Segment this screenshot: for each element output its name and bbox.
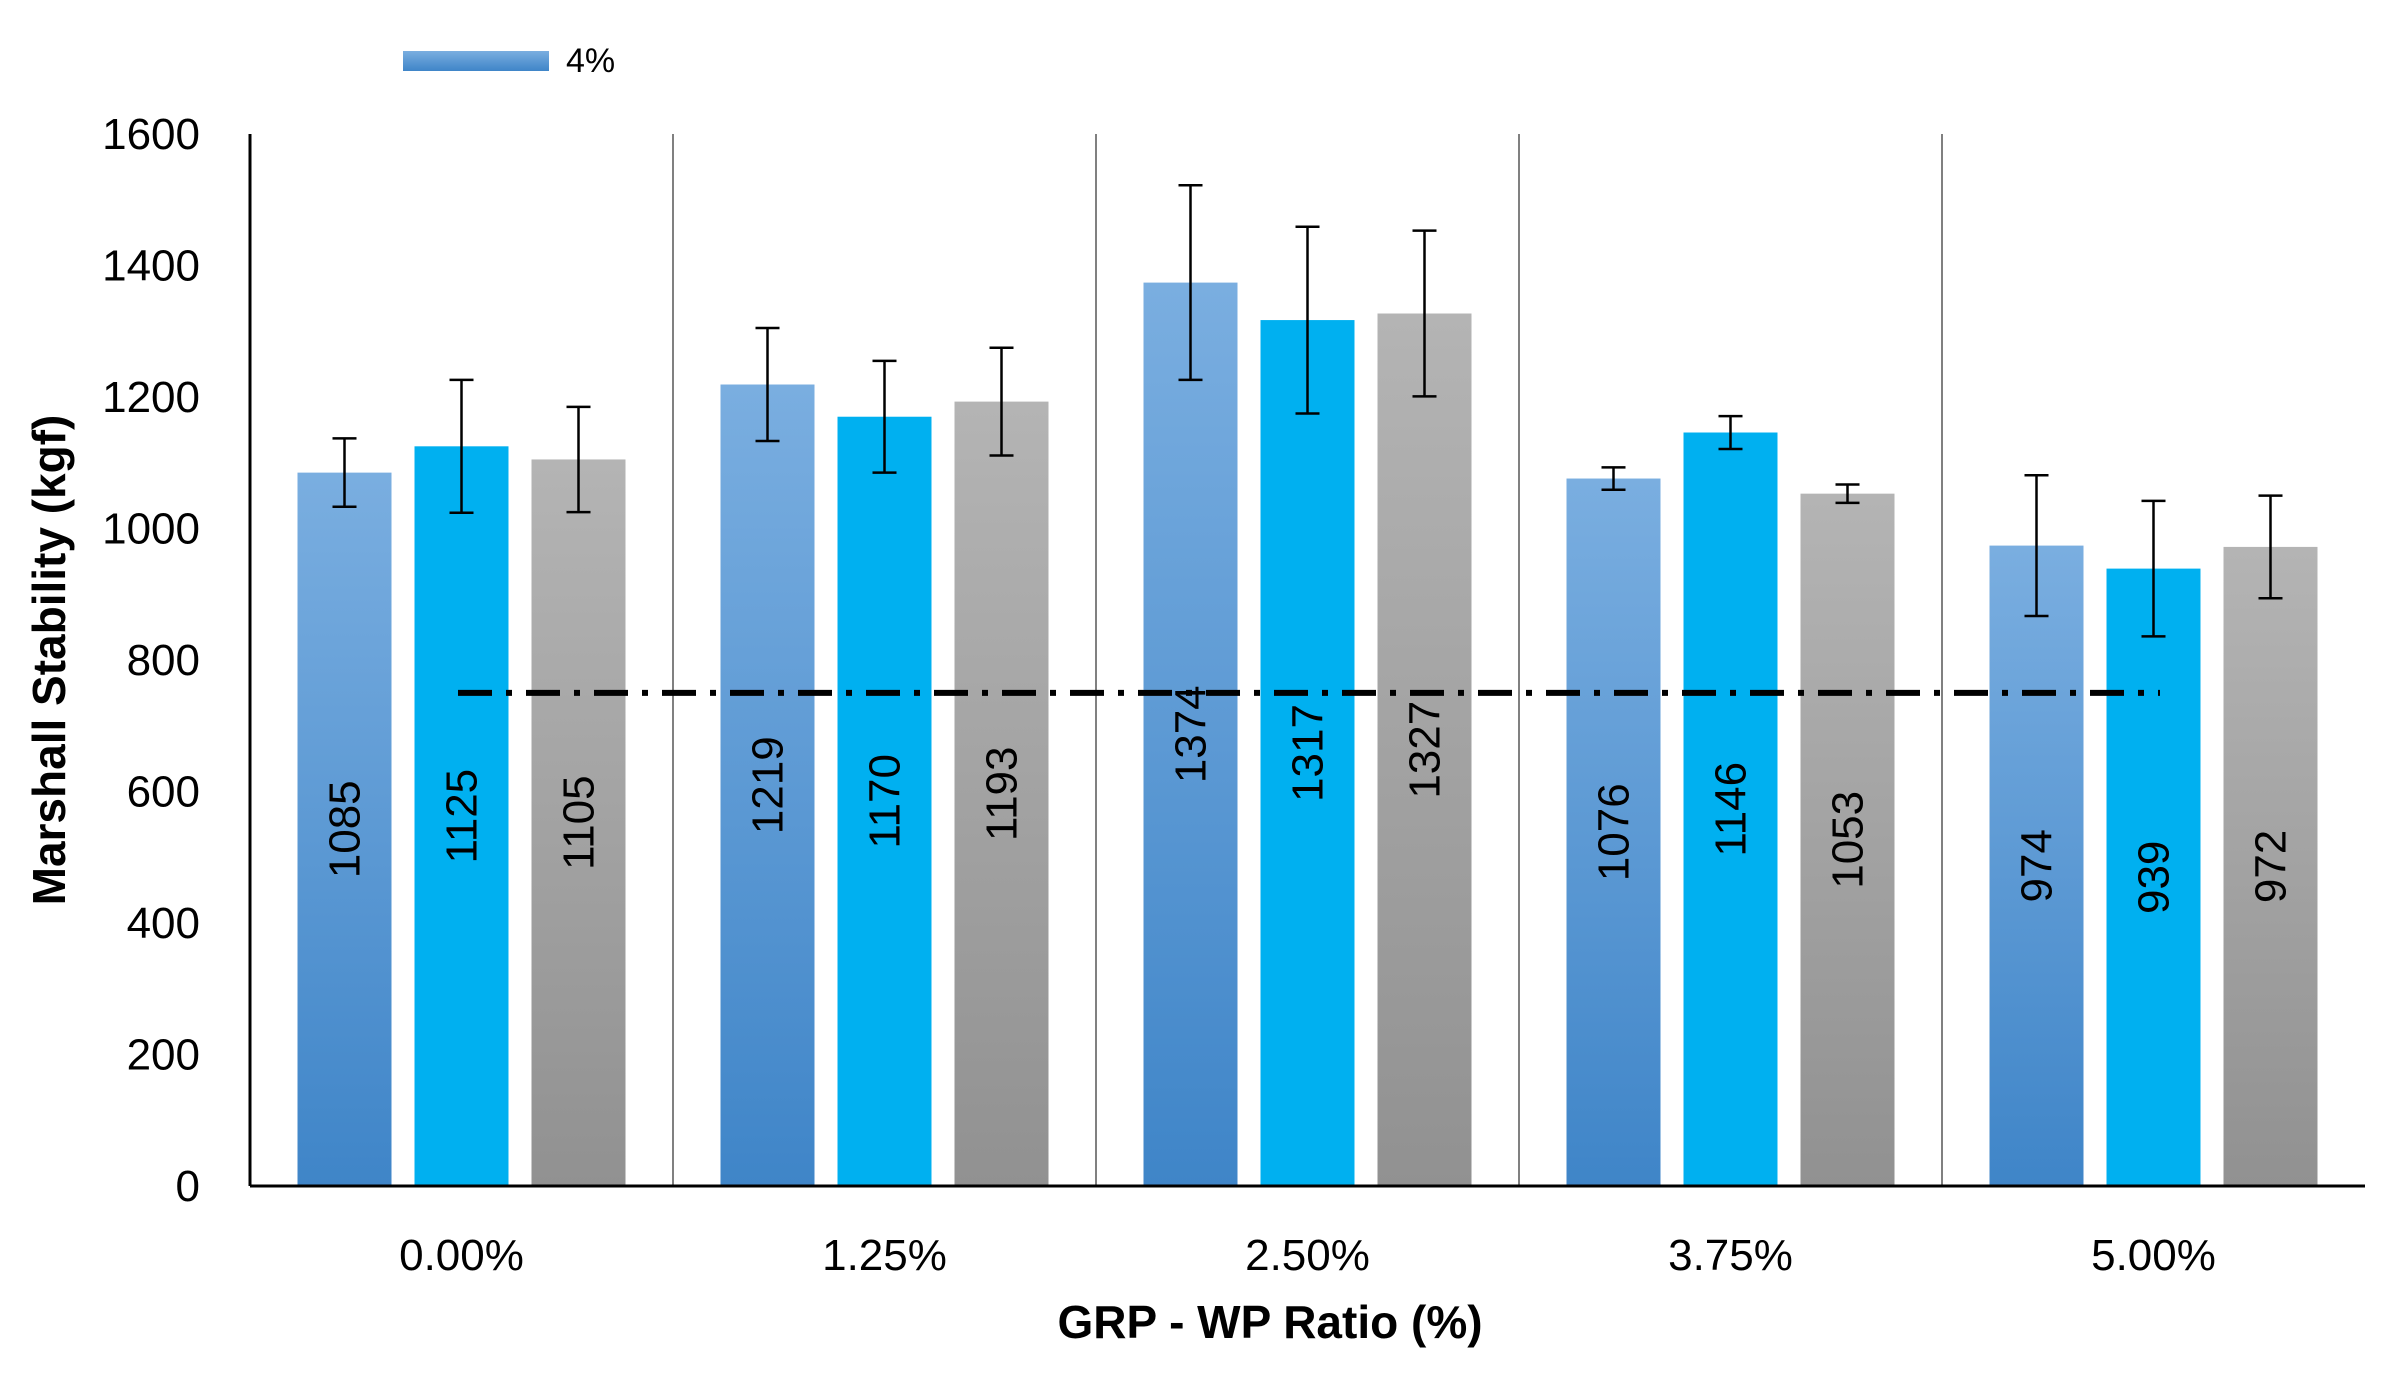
y-tick-label: 600 [127, 768, 200, 817]
data-label: 972 [2247, 830, 2296, 903]
bar [2223, 546, 2318, 1186]
y-tick-label: 1400 [102, 242, 200, 291]
data-label: 1146 [1707, 762, 1756, 857]
bars [297, 282, 2318, 1187]
y-tick-label: 1200 [102, 373, 200, 422]
data-label: 1125 [438, 769, 487, 864]
y-axis-title: Marshall Stability (kgf) [23, 415, 75, 906]
bar [954, 401, 1049, 1186]
data-label: 974 [2013, 829, 2062, 902]
y-tick-label: 0 [176, 1162, 200, 1211]
y-tick-label: 1000 [102, 505, 200, 554]
bar [1566, 478, 1661, 1186]
error-bars [332, 184, 2283, 638]
bar [2106, 568, 2201, 1186]
y-tick-labels: 0 200 400 600 800 1000 1200 1400 1600 [102, 110, 200, 1211]
x-tick-label: 0.00% [399, 1231, 524, 1280]
bar [1800, 493, 1895, 1187]
data-label: 1053 [1824, 791, 1873, 889]
y-tick-label: 400 [127, 899, 200, 948]
data-label: 1374 [1167, 685, 1216, 783]
bar [720, 384, 815, 1186]
bar [1989, 545, 2084, 1186]
data-label: 1085 [321, 780, 370, 878]
bar [837, 416, 932, 1187]
bar [1377, 313, 1472, 1186]
bar [297, 472, 392, 1186]
y-tick-label: 200 [127, 1031, 200, 1080]
x-tick-label: 2.50% [1245, 1231, 1370, 1280]
data-labels: 1085 1125 1105 1219 1170 1193 1374 1317 1327 1076… [321, 685, 2296, 914]
x-axis-title: GRP - WP Ratio (%) [1057, 1296, 1482, 1348]
data-label: 939 [2130, 841, 2179, 914]
data-label: 1327 [1401, 701, 1450, 799]
axes [248, 134, 2365, 1188]
bar [1143, 282, 1238, 1187]
legend-swatch [403, 51, 549, 71]
data-label: 1317 [1284, 704, 1333, 802]
data-label: 1219 [744, 736, 793, 834]
data-label: 1193 [978, 746, 1027, 841]
data-label: 1105 [555, 775, 604, 870]
x-tick-labels: 0.00% 1.25% 2.50% 3.75% 5.00% [399, 1231, 2216, 1280]
y-tick-label: 1600 [102, 110, 200, 159]
data-label: 1170 [861, 754, 910, 849]
y-tick-label: 800 [127, 636, 200, 685]
bar [531, 459, 626, 1186]
legend: 4% [403, 42, 615, 80]
category-separators [672, 134, 1943, 1186]
bar [1683, 432, 1778, 1186]
x-tick-label: 3.75% [1668, 1231, 1793, 1280]
bar [1260, 320, 1355, 1186]
data-label: 1076 [1590, 783, 1639, 881]
legend-label: 4% [566, 42, 615, 80]
x-tick-label: 1.25% [822, 1231, 947, 1280]
x-tick-label: 5.00% [2091, 1231, 2216, 1280]
bar [414, 446, 509, 1186]
